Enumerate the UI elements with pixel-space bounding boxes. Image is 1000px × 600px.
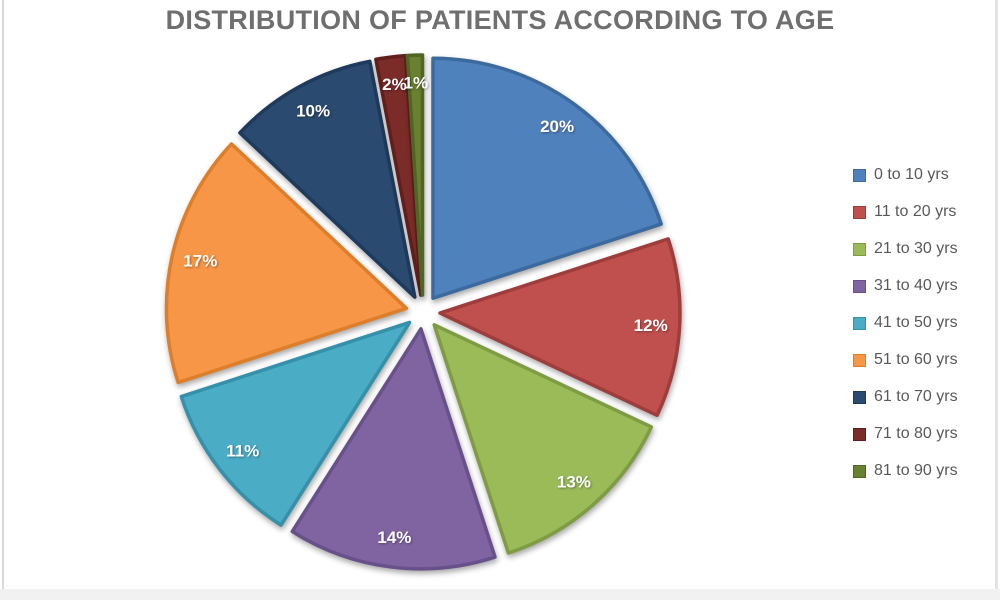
pie-slice-value-label-41-to-50-yrs: 11%: [226, 441, 259, 460]
pie-slice-value-label-71-to-80-yrs: 2%: [382, 75, 407, 94]
legend-item-61-to-70-yrs: 61 to 70 yrs: [853, 385, 958, 409]
pie-slice-value-label-51-to-60-yrs: 17%: [183, 252, 217, 271]
legend-label: 51 to 60 yrs: [874, 351, 958, 368]
legend-label: 71 to 80 yrs: [874, 425, 958, 442]
pie-slice-11-to-20-yrs: [438, 237, 682, 418]
legend-swatch-icon: [853, 242, 866, 256]
legend-swatch-icon: [853, 353, 866, 367]
legend-swatch-icon: [853, 464, 866, 478]
legend-swatch-icon: [853, 205, 866, 219]
pie-slice-31-to-40-yrs: [290, 327, 497, 571]
legend: 0 to 10 yrs 11 to 20 yrs 21 to 30 yrs 31 to…: [853, 163, 958, 496]
legend-item-21-to-30-yrs: 21 to 30 yrs: [853, 237, 958, 261]
legend-item-81-to-90-yrs: 81 to 90 yrs: [853, 459, 958, 483]
legend-label: 81 to 90 yrs: [874, 462, 958, 479]
pie-slice-value-label-0-to-10-yrs: 20%: [540, 117, 574, 136]
legend-swatch-icon: [853, 316, 866, 330]
legend-swatch-icon: [853, 279, 866, 293]
pie-slice-61-to-70-yrs: [238, 59, 417, 299]
legend-item-51-to-60-yrs: 51 to 60 yrs: [853, 348, 958, 372]
legend-label: 0 to 10 yrs: [874, 166, 949, 183]
legend-label: 11 to 20 yrs: [874, 203, 957, 220]
pie-slice-51-to-60-yrs: [164, 142, 409, 385]
pie-slice-value-label-21-to-30-yrs: 13%: [557, 473, 591, 492]
pie-slice-value-label-11-to-20-yrs: 12%: [634, 316, 668, 335]
legend-item-0-to-10-yrs: 0 to 10 yrs: [853, 163, 958, 187]
legend-label: 61 to 70 yrs: [874, 388, 958, 405]
window-border-right: [995, 0, 998, 600]
legend-swatch-icon: [853, 427, 866, 441]
legend-label: 31 to 40 yrs: [874, 277, 958, 294]
legend-item-41-to-50-yrs: 41 to 50 yrs: [853, 311, 958, 335]
legend-item-71-to-80-yrs: 71 to 80 yrs: [853, 422, 958, 446]
legend-swatch-icon: [853, 168, 866, 182]
window-border-left: [2, 0, 4, 600]
pie-slice-21-to-30-yrs: [432, 323, 654, 555]
legend-swatch-icon: [853, 390, 866, 404]
pie-slice-0-to-10-yrs: [431, 56, 663, 300]
legend-label: 21 to 30 yrs: [874, 240, 958, 257]
legend-label: 41 to 50 yrs: [874, 314, 958, 331]
legend-item-11-to-20-yrs: 11 to 20 yrs: [853, 200, 958, 224]
pie-slice-value-label-61-to-70-yrs: 10%: [296, 101, 330, 120]
pie-slice-41-to-50-yrs: [179, 320, 412, 527]
pie-slice-81-to-90-yrs: [405, 53, 425, 297]
pie-slice-value-label-31-to-40-yrs: 14%: [377, 528, 411, 547]
pie-slice-value-label-81-to-90-yrs: 1%: [404, 73, 429, 92]
legend-item-31-to-40-yrs: 31 to 40 yrs: [853, 274, 958, 298]
chart-title: DISTRIBUTION OF PATIENTS ACCORDING TO AG…: [165, 5, 835, 35]
bottom-edge-strip: [0, 589, 1000, 600]
